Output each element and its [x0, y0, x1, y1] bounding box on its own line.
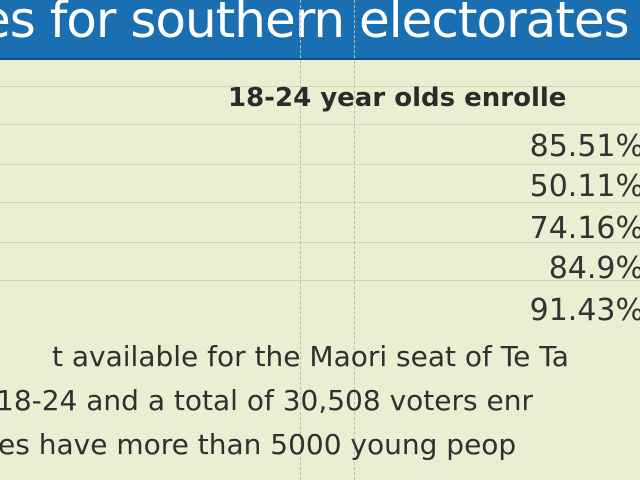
grid-line — [0, 86, 640, 87]
grid-line — [0, 124, 640, 125]
grid-line — [0, 242, 640, 243]
table-cell-value: 50.11% — [529, 169, 640, 204]
data-table — [0, 60, 640, 340]
grid-line — [0, 202, 640, 203]
table-cell-value: 74.16% — [529, 211, 640, 246]
column-header: 18-24 year olds enrolle — [228, 83, 567, 113]
table-cell-value: 84.9% — [548, 251, 640, 286]
footnote-line: 18-24 and a total of 30,508 voters enr — [0, 384, 533, 417]
table-cell-value: 91.43% — [529, 293, 640, 328]
banner-title: es for southern electorates a — [0, 0, 640, 49]
grid-line — [0, 280, 640, 281]
footnote-line: es have more than 5000 young peop — [0, 428, 517, 461]
banner: es for southern electorates a — [0, 0, 640, 60]
table-cell-value: 85.51% — [529, 129, 640, 164]
grid-line — [0, 164, 640, 165]
column-divider — [300, 0, 301, 480]
column-divider — [354, 0, 355, 480]
footnote-line: t available for the Maori seat of Te Ta — [52, 340, 569, 373]
